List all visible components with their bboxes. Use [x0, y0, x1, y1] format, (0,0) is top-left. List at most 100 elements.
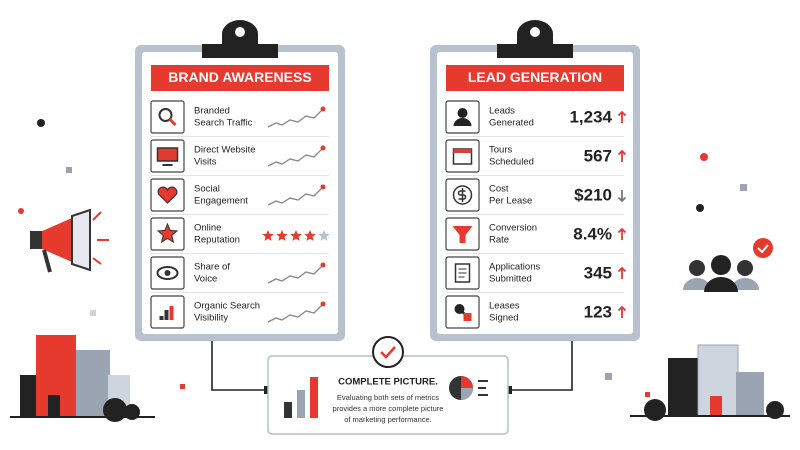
title-bar: [151, 65, 329, 91]
icon-part: [157, 186, 178, 204]
icon-part: [158, 108, 173, 122]
icon-part: [164, 270, 171, 276]
summary-bars: [284, 377, 318, 418]
sparkline-dot: [320, 106, 326, 112]
clip-hole: [235, 27, 245, 37]
metric-label: Tours: [489, 145, 512, 156]
metric-label: Applications: [489, 262, 540, 273]
metric-label: Cost: [489, 184, 509, 195]
summary-pie: [449, 376, 488, 400]
clipboard-clip: [202, 20, 278, 58]
sparkline: [267, 147, 324, 167]
trend-arrow: [617, 110, 627, 123]
summary-title: COMPLETE PICTURE.: [338, 377, 438, 388]
metric-label: Reputation: [194, 235, 240, 246]
clipboard-paper: [437, 52, 633, 334]
metric-value: 8.4%: [573, 224, 612, 243]
title-bar: [446, 65, 624, 91]
confetti: [18, 119, 747, 397]
metric-value: 123: [584, 302, 612, 321]
metric-label: Signed: [489, 313, 519, 324]
metric-value: $210: [574, 185, 612, 204]
rating-star: [304, 230, 316, 241]
clip-hole: [530, 27, 540, 37]
megaphone: [30, 208, 109, 273]
metric-label: Social: [194, 184, 220, 195]
trend-arrow: [617, 305, 627, 318]
check-mark: [380, 346, 396, 359]
metric-label: Share of: [194, 262, 230, 273]
connectors: [211, 340, 573, 391]
icon-part: [453, 118, 472, 126]
metric-label: Engagement: [194, 196, 248, 207]
trend-arrow: [617, 190, 627, 203]
icon-part: [156, 147, 179, 162]
sparkline: [267, 108, 324, 128]
icon-part: [168, 117, 177, 127]
metric-label: Organic Search: [194, 301, 260, 312]
rating-star: [318, 230, 330, 241]
sparkline: [267, 303, 324, 323]
trend-arrow: [617, 227, 627, 240]
clipboard-title: LEAD GENERATION: [468, 69, 602, 85]
icon-box: [150, 100, 185, 134]
rating-star: [276, 230, 288, 241]
icon-part: [457, 108, 468, 118]
clipboard-title: BRAND AWARENESS: [168, 69, 311, 85]
right-buildings: [630, 344, 790, 421]
summary-text: of marketing performance.: [344, 415, 432, 424]
metric-value: 345: [584, 263, 612, 282]
metric-label: Leads: [489, 106, 515, 117]
clipboard-paper: [142, 52, 338, 334]
metric-label: Online: [194, 223, 221, 234]
metric-label: Scheduled: [489, 157, 534, 168]
icon-part: [452, 226, 473, 243]
metric-label: Generated: [489, 118, 534, 129]
trend-arrow: [617, 149, 627, 162]
metric-label: Voice: [194, 274, 217, 285]
icon-part: [458, 268, 467, 278]
rating-star: [262, 230, 274, 241]
icon-part: [159, 316, 164, 320]
icon-part: [452, 185, 473, 205]
trend-arrow: [617, 266, 627, 279]
sparkline-dot: [320, 301, 326, 307]
rating-star: [290, 230, 302, 241]
left-buildings: [10, 335, 155, 422]
icon-part: [454, 304, 465, 314]
sparkline: [267, 264, 324, 284]
icon-part: [463, 313, 472, 321]
summary-text: Evaluating both sets of metrics: [337, 393, 439, 402]
icon-part: [164, 310, 169, 320]
people: [683, 238, 773, 292]
sparkline-dot: [320, 262, 326, 268]
sparkline-dot: [320, 184, 326, 190]
check-badge: [372, 336, 404, 368]
icon-part: [453, 149, 472, 153]
metric-label: Per Lease: [489, 196, 532, 207]
sparkline-dot: [320, 145, 326, 151]
metric-label: Leases: [489, 301, 520, 312]
metric-label: Conversion: [489, 223, 537, 234]
metric-label: Search Traffic: [194, 118, 253, 129]
sparkline: [267, 186, 324, 206]
summary-text: provides a more complete picture: [333, 404, 444, 413]
icon-part: [156, 266, 179, 280]
clipboard-clip: [497, 20, 573, 58]
metric-label: Submitted: [489, 274, 532, 285]
icon-part: [457, 188, 467, 202]
metric-label: Branded: [194, 106, 230, 117]
